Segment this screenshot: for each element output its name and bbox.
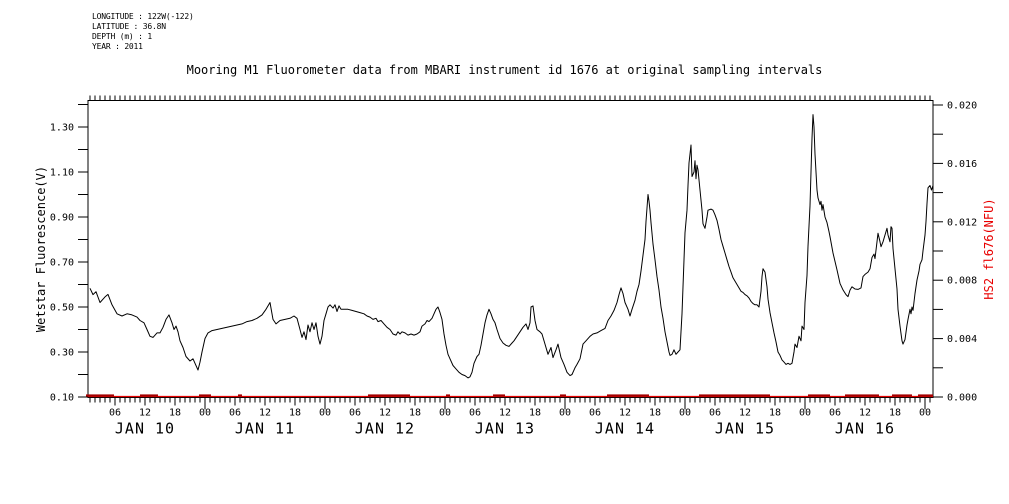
right-tick-label: 0.016 (947, 159, 977, 170)
hs2-bump (199, 394, 211, 397)
hour-label: 12 (139, 408, 151, 419)
metadata-longitude: LONGITUDE : 122W(-122) (92, 12, 194, 21)
hs2-bump (493, 394, 505, 397)
plot-border (87, 100, 934, 398)
right-tick-label: 0.004 (947, 334, 977, 345)
hour-label: 06 (469, 408, 481, 419)
day-label: JAN 11 (235, 420, 295, 438)
left-tick-label: 0.10 (50, 393, 74, 404)
hs2-bump (560, 394, 566, 397)
left-tick-label: 0.90 (50, 213, 74, 224)
hour-label: 18 (889, 408, 901, 419)
metadata-year: YEAR : 2011 (92, 42, 143, 51)
hs2-bump (607, 394, 649, 397)
day-label: JAN 10 (115, 420, 175, 438)
plot-frame (87, 100, 934, 398)
hour-label: 18 (769, 408, 781, 419)
hour-label: 12 (859, 408, 871, 419)
hs2-bump (845, 394, 879, 397)
axis-tick-labels: 0.10 0.30 0.50 0.70 0.90 1.10 1.30 0.000 0.004 0.… (50, 101, 977, 438)
left-tick-label: 0.30 (50, 348, 74, 359)
day-label: JAN 14 (595, 420, 655, 438)
day-label: JAN 15 (715, 420, 775, 438)
hour-label: 00 (439, 408, 451, 419)
left-axis-label: Wetstar Fluorescence(V) (34, 166, 48, 332)
hour-label: 12 (739, 408, 751, 419)
hour-label: 12 (259, 408, 271, 419)
left-tick-label: 0.50 (50, 303, 74, 314)
hs2-bump (699, 394, 770, 397)
hour-label: 06 (589, 408, 601, 419)
right-tick-label: 0.020 (947, 101, 977, 112)
axis-ticks (78, 95, 943, 410)
hs2-bump (86, 394, 114, 397)
hour-label: 06 (109, 408, 121, 419)
metadata-latitude: LATITUDE : 36.8N (92, 22, 166, 31)
left-tick-label: 0.70 (50, 258, 74, 269)
hs2-series-line (86, 394, 933, 398)
hour-label: 06 (349, 408, 361, 419)
hour-label: 06 (709, 408, 721, 419)
hour-label: 12 (499, 408, 511, 419)
wetstar-series-line (89, 114, 934, 379)
right-axis-label: HS2 fl676(NFU) (982, 198, 996, 299)
day-label: JAN 13 (475, 420, 535, 438)
hour-label: 00 (559, 408, 571, 419)
metadata-depth: DEPTH (m) : 1 (92, 32, 153, 41)
hour-label: 18 (529, 408, 541, 419)
right-tick-label: 0.000 (947, 393, 977, 404)
day-label: JAN 12 (355, 420, 415, 438)
hour-label: 06 (829, 408, 841, 419)
right-tick-label: 0.012 (947, 217, 977, 228)
hour-label: 00 (679, 408, 691, 419)
hour-label: 12 (619, 408, 631, 419)
hour-label: 18 (169, 408, 181, 419)
hour-label: 06 (229, 408, 241, 419)
hour-label: 18 (409, 408, 421, 419)
left-tick-label: 1.30 (50, 123, 74, 134)
day-label: JAN 16 (835, 420, 895, 438)
hs2-bump (808, 394, 830, 397)
wetstar-polyline (89, 114, 934, 379)
hour-label: 00 (199, 408, 211, 419)
hs2-bump (140, 394, 158, 397)
right-tick-label: 0.008 (947, 276, 977, 287)
hs2-bump (238, 394, 242, 397)
hour-label: 12 (379, 408, 391, 419)
metadata-block: LONGITUDE : 122W(-122) LATITUDE : 36.8N … (92, 12, 194, 52)
hour-label: 00 (919, 408, 931, 419)
hs2-bump (918, 394, 933, 397)
hour-label: 00 (799, 408, 811, 419)
hour-label: 00 (319, 408, 331, 419)
left-tick-label: 1.10 (50, 168, 74, 179)
hs2-bump (446, 394, 450, 397)
chart-title: Mooring M1 Fluorometer data from MBARI i… (186, 63, 823, 77)
hs2-bump (892, 394, 912, 397)
hs2-bump (368, 394, 410, 397)
hour-label: 18 (649, 408, 661, 419)
hour-label: 18 (289, 408, 301, 419)
